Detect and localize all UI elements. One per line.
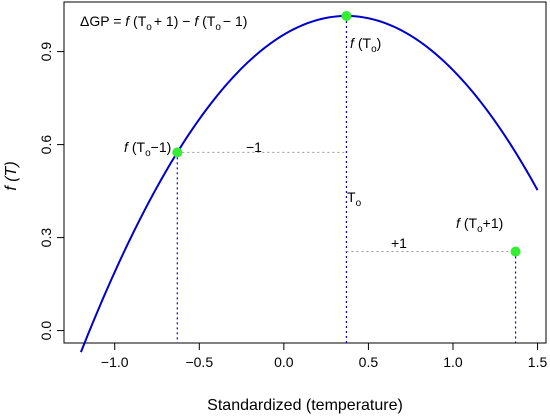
formula-annotation: ΔGP = f (To + 1) − f (To − 1) [80,13,247,33]
y-axis-title: f (T) [3,161,20,190]
x-tick-label: −1.0 [101,354,129,370]
minus-one-label: −1 [246,139,262,155]
plot-frame [63,1,547,344]
highlight-points [172,10,521,257]
guide-lines [176,15,517,343]
x-tick-label: −0.5 [185,354,213,370]
point-label-peak: f (To) [350,35,381,55]
x-axis-title: Standardized (temperature) [207,397,403,414]
x-tick-label: 1.0 [443,354,463,370]
y-axis: 0.0 0.3 0.6 0.9 [38,42,64,341]
plus-one-label: +1 [391,235,407,251]
to-label: To [347,189,362,209]
y-tick-label: 0.6 [38,135,54,155]
y-tick-label: 0.0 [38,321,54,341]
x-tick-label: 1.5 [528,354,548,370]
series-curve [79,14,539,353]
highlight-point-1 [341,10,352,21]
point-label-left: f (To−1) [124,139,171,159]
x-axis: −1.0 −0.5 0.0 0.5 1.0 1.5 [101,343,548,370]
y-tick-label: 0.9 [38,42,54,62]
highlight-point-2 [510,246,521,257]
y-tick-label: 0.3 [38,228,54,248]
point-label-right: f (To+1) [456,215,503,235]
highlight-point-0 [172,147,183,158]
x-tick-label: 0.0 [274,354,294,370]
x-tick-label: 0.5 [359,354,379,370]
